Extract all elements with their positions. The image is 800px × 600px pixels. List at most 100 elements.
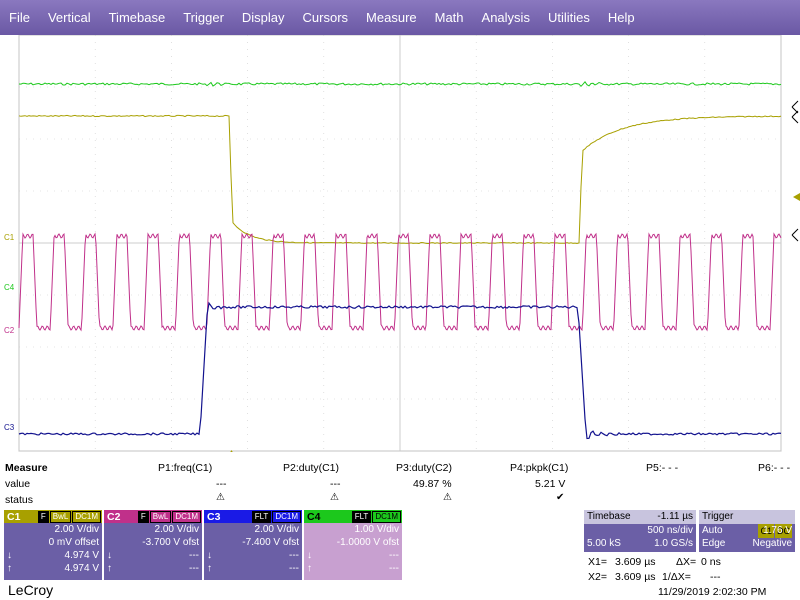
c1-badge-coupling: DC1M [72,511,101,523]
c4-badge-flt: FLT [351,511,372,523]
arrow-down-icon: ↓ [207,550,212,561]
param-p2-name[interactable]: P2:duty(C1) [283,462,340,474]
param-p3-value: 49.87 % [413,478,452,490]
c3-trace [18,301,782,440]
trigger-position-marker[interactable] [228,450,235,452]
arrow-down-icon: ↓ [7,550,12,561]
c1-descriptor[interactable]: C1 F BwL DC1M 2.00 V/div 0 mV offset ↓ 4.97… [4,510,102,580]
c4-vdiv: 1.00 V/div [354,524,399,535]
arrow-up-icon: ↑ [7,563,12,574]
dx-value: 0 ns [701,556,721,568]
c3-header: C3 FLT DC1M [204,510,302,523]
lecroy-logo: LeCroy [8,582,54,598]
c4-up: --- [389,563,399,574]
menu-trigger[interactable]: Trigger [183,10,224,25]
right-edge-icons [791,100,799,242]
menu-bar: File Vertical Timebase Trigger Display C… [0,0,800,35]
c3-vdiv: 2.00 V/div [254,524,299,535]
trigger-descriptor[interactable]: Trigger C1 DC Auto 1.76 V Edge Negative [699,510,795,552]
c2-name: C2 [107,510,121,523]
c3-badge-flt: FLT [251,511,272,523]
check-icon: ✔ [556,492,565,503]
menu-analysis[interactable]: Analysis [481,10,530,25]
x1-value: 3.609 µs [615,556,656,568]
measure-status-label: status [5,494,34,506]
c1-vdiv: 2.00 V/div [54,524,99,535]
x1-label: X1= [588,556,607,568]
trigger-mode: Auto [702,525,723,536]
inv-dx-value: --- [710,571,721,583]
c2-badge-f: F [137,511,149,523]
measure-value-label: value [5,478,31,490]
c3-marker[interactable]: C3 [4,423,15,432]
c1-badge-f: F [37,511,49,523]
datetime-readout: 11/29/2019 2:02:30 PM [658,586,767,598]
menu-utilities[interactable]: Utilities [547,10,590,25]
inv-dx-label: 1/ΔX= [662,571,691,583]
param-p1-name[interactable]: P1:freq(C1) [158,462,213,474]
waveform-display[interactable]: C1 C4 C2 C3 [0,35,800,452]
c3-down: --- [289,550,299,561]
menu-cursors[interactable]: Cursors [302,10,349,25]
trigger-type: Edge [702,538,726,549]
c4-descriptor[interactable]: C4 FLT DC1M 1.00 V/div -1.0000 V ofst ↓ --… [304,510,402,580]
param-p2-value: --- [330,478,341,490]
timebase-delay: -1.11 µs [657,511,693,522]
c2-trace [18,232,782,332]
warning-icon: ⚠ [443,492,452,503]
menu-help[interactable]: Help [607,10,635,25]
warning-icon: ⚠ [216,492,225,503]
trigger-level-marker[interactable] [793,193,800,201]
menu-math[interactable]: Math [434,10,464,25]
c2-badge-bwl: BwL [149,511,172,523]
param-p5-name[interactable]: P5:- - - [646,462,679,474]
timebase-rate: 1.0 GS/s [654,538,693,549]
x2-value: 3.609 µs [615,571,656,583]
param-p4-value: 5.21 V [535,478,566,490]
timebase-label: Timebase [587,511,631,522]
c2-header: C2 F BwL DC1M [104,510,202,523]
c3-descriptor[interactable]: C3 FLT DC1M 2.00 V/div -7.400 V ofst ↓ ---… [204,510,302,580]
c4-badge-coupling: DC1M [372,511,401,523]
waveform-grid[interactable]: C1 C4 C2 C3 [0,35,800,452]
menu-vertical[interactable]: Vertical [47,10,91,25]
c1-name: C1 [7,510,21,523]
arrow-down-icon: ↓ [107,550,112,561]
arrow-up-icon: ↑ [307,563,312,574]
trigger-label: Trigger [702,511,734,522]
c2-offset: -3.700 V ofst [142,537,199,548]
c3-name: C3 [207,510,221,523]
c1-badge-bwl: BwL [49,511,72,523]
timebase-tdiv: 500 ns/div [647,525,693,536]
menu-timebase[interactable]: Timebase [108,10,166,25]
c4-name: C4 [307,510,321,523]
c4-marker[interactable]: C4 [4,283,15,292]
cursor-readout: X1= 3.609 µs ΔX= 0 ns X2= 3.609 µs 1/ΔX=… [588,556,800,586]
timebase-descriptor[interactable]: Timebase -1.11 µs 500 ns/div 5.00 kS 1.0 G… [584,510,696,552]
c2-badge-coupling: DC1M [172,511,201,523]
c4-trace [18,80,782,88]
param-p3-name[interactable]: P3:duty(C2) [396,462,453,474]
c2-marker[interactable]: C2 [4,326,15,335]
c3-up: --- [289,563,299,574]
c1-up: 4.974 V [64,563,99,574]
menu-measure[interactable]: Measure [366,10,417,25]
c4-offset: -1.0000 V ofst [336,537,399,548]
c1-header: C1 F BwL DC1M [4,510,102,523]
dx-label: ΔX= [676,556,697,568]
param-p4-name[interactable]: P4:pkpk(C1) [510,462,569,474]
c1-offset: 0 mV offset [48,537,99,548]
c2-down: --- [189,550,199,561]
trigger-slope: Negative [752,538,792,549]
c4-down: --- [389,550,399,561]
c2-up: --- [189,563,199,574]
c1-marker[interactable]: C1 [4,233,15,242]
c3-offset: -7.400 V ofst [242,537,299,548]
trigger-source: C1 [758,524,774,538]
c2-descriptor[interactable]: C2 F BwL DC1M 2.00 V/div -3.700 V ofst ↓ --… [104,510,202,580]
trigger-coupling: DC [775,524,792,538]
menu-file[interactable]: File [9,10,30,25]
c1-trace [18,114,782,245]
menu-display[interactable]: Display [241,10,285,25]
param-p6-name[interactable]: P6:- - - [758,462,791,474]
